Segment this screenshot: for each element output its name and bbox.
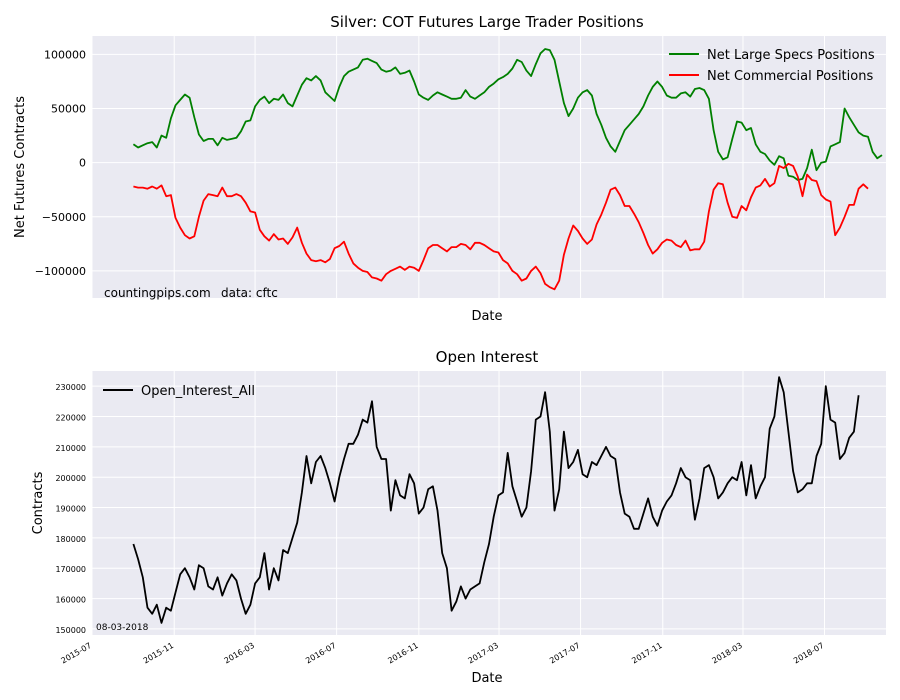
series-lines [132, 48, 883, 291]
source-annotation: countingpips.com [104, 286, 211, 300]
series-line-1 [133, 162, 869, 291]
y-tick-label: −50000 [42, 211, 86, 224]
x-axis-label: Date [471, 309, 502, 324]
data-annotation: data: cftc [221, 286, 278, 300]
x-tick-label: 2015-11 [142, 641, 175, 666]
y-tick-label: 50000 [51, 103, 86, 116]
y-tick-label: 200000 [55, 474, 86, 483]
x-tick-label: 2017-07 [548, 641, 581, 666]
legend: Open_Interest_All [103, 384, 255, 399]
y-tick-label: 190000 [55, 505, 86, 514]
series-line-0 [132, 376, 860, 624]
series-lines [132, 376, 860, 624]
x-tick-label: 2015-07 [60, 641, 93, 666]
x-axis-label: Date [471, 671, 502, 686]
open-interest-chart: Open Interest 150000 160000 170000 180000 19… [31, 348, 886, 686]
series-line-0 [132, 48, 883, 181]
chart-title: Silver: COT Futures Large Trader Positio… [330, 13, 644, 31]
x-tick-label: 2016-11 [386, 641, 419, 666]
y-tick-labels: 150000 160000 170000 180000 190000 200000 2100… [55, 383, 86, 635]
y-tick-label: 210000 [55, 444, 86, 453]
y-tick-label: 170000 [55, 565, 86, 574]
y-tick-label: −100000 [35, 265, 86, 278]
y-axis-label: Net Futures Contracts [13, 96, 28, 238]
cot-positions-chart: Silver: COT Futures Large Trader Positio… [13, 13, 886, 324]
y-tick-label: 180000 [55, 535, 86, 544]
gridlines [91, 371, 886, 635]
chart-title: Open Interest [436, 348, 539, 366]
x-tick-label: 2016-07 [304, 641, 337, 666]
y-tick-label: 220000 [55, 414, 86, 423]
plot-area [92, 36, 886, 298]
x-tick-label: 2018-07 [792, 641, 825, 666]
y-tick-label: 160000 [55, 596, 86, 605]
date-annotation: 08-03-2018 [96, 623, 149, 633]
y-tick-labels: 100000 50000 0 −50000 −100000 [35, 48, 86, 278]
y-tick-label: 150000 [55, 626, 86, 635]
y-tick-label: 0 [79, 157, 86, 170]
y-axis-label: Contracts [31, 471, 46, 534]
plot-area [92, 371, 886, 635]
y-tick-label: 100000 [44, 48, 86, 61]
x-tick-label: 2017-11 [630, 641, 663, 666]
legend: Net Large Specs Positions Net Commercial… [669, 48, 875, 84]
x-tick-label: 2016-03 [223, 641, 256, 666]
legend-label-open-interest: Open_Interest_All [141, 384, 255, 399]
x-tick-label: 2017-03 [467, 641, 500, 666]
y-tick-label: 230000 [55, 383, 86, 392]
legend-label-commercial: Net Commercial Positions [707, 69, 873, 84]
x-tick-label: 2018-03 [711, 641, 744, 666]
x-tick-labels: 2015-07 2015-11 2016-03 2016-07 2016-11 2017-… [60, 641, 826, 666]
legend-label-specs: Net Large Specs Positions [707, 48, 875, 63]
